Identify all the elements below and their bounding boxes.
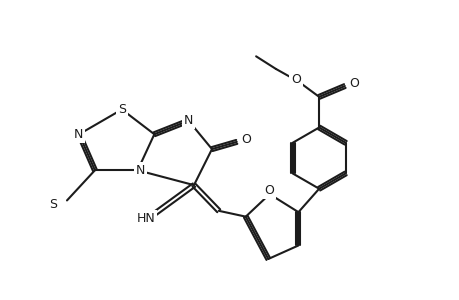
Text: N: N [73, 128, 83, 141]
Text: N: N [184, 114, 193, 127]
Text: O: O [290, 73, 300, 86]
Text: N: N [135, 164, 145, 177]
Text: O: O [264, 184, 274, 197]
Text: O: O [241, 133, 251, 146]
Text: S: S [118, 103, 126, 116]
Text: O: O [348, 77, 358, 90]
Text: HN: HN [137, 212, 155, 225]
Text: S: S [50, 197, 57, 211]
